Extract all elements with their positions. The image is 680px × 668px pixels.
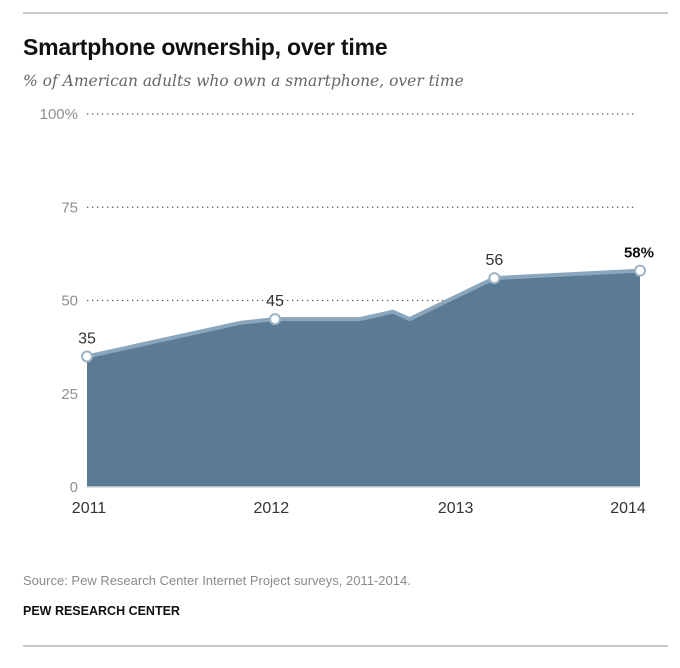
x-axis-ticks: 2011 2012 2013 2014 [72, 500, 646, 517]
x-tick-label: 2012 [254, 500, 290, 517]
data-point-marker [634, 264, 646, 277]
data-point-marker [488, 272, 501, 285]
series-line [86, 268, 641, 359]
area-chart: 0 25 50 75 100% 2011 2012 2013 2014 35 45 56 58% [40, 106, 654, 517]
area-layer [86, 268, 641, 488]
source-note: Source: Pew Research Center Internet Pro… [23, 573, 411, 588]
chart-title: Smartphone ownership, over time [23, 34, 388, 60]
data-label: 56 [485, 252, 503, 269]
y-tick-label: 25 [61, 386, 78, 403]
data-point-marker [81, 350, 93, 363]
y-tick-label: 100% [40, 106, 78, 123]
data-labels: 35 45 56 58% [78, 245, 654, 348]
x-tick-label: 2014 [610, 500, 646, 517]
y-tick-label: 50 [61, 293, 78, 310]
markers [81, 264, 646, 363]
x-tick-label: 2013 [438, 500, 474, 517]
y-tick-label: 0 [70, 479, 78, 496]
y-tick-label: 75 [61, 199, 78, 216]
data-point-marker [269, 313, 282, 326]
x-tick-label: 2011 [72, 500, 107, 517]
data-label: 45 [266, 293, 284, 310]
brand-label: PEW RESEARCH CENTER [23, 604, 180, 618]
data-label: 58% [624, 245, 654, 262]
data-label: 35 [78, 330, 96, 347]
area-fill [87, 270, 640, 487]
y-axis-ticks: 0 25 50 75 100% [40, 106, 78, 496]
top-rule [23, 12, 668, 14]
chart-subtitle: % of American adults who own a smartphon… [23, 72, 464, 90]
bottom-rule [23, 645, 668, 647]
